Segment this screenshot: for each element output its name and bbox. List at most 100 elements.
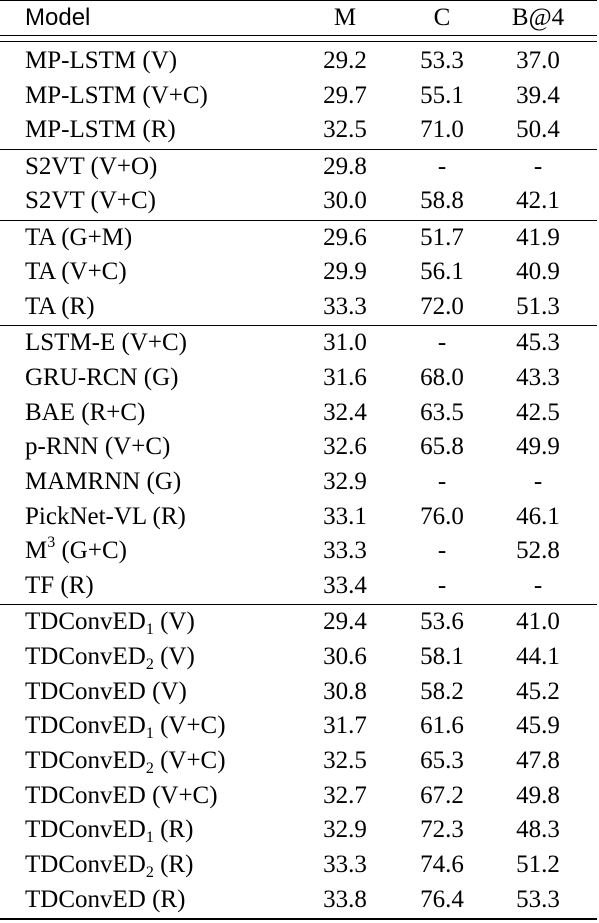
model-name-base: TDConvED [25,747,146,774]
model-name: MP-LSTM (V+C) [25,81,208,109]
cell-b4: 44.1 [516,642,560,670]
cell-m: 29.4 [323,608,367,636]
table-row: MP-LSTM (R) 32.5 71.0 50.4 [0,113,599,147]
cell-b4: 37.0 [516,47,560,74]
table-row: TDConvED1 (V) 29.4 53.6 41.0 [0,605,599,639]
table-rule [0,325,597,327]
table-row: TDConvED2 (V+C) 32.5 65.3 47.8 [0,744,599,778]
cell-b4: 41.0 [516,608,560,636]
model-name: TDConvED (R) [25,885,186,913]
cell-m: 33.3 [323,851,367,879]
cell-b4: 52.8 [516,537,560,565]
table-row: LSTM-E (V+C) 31.0 - 45.3 [0,326,599,360]
model-name-suffix: (V) [153,608,195,636]
table-row: MP-LSTM (V) 29.2 53.3 37.0 [0,44,599,78]
table-rule [0,604,597,606]
model-name-base: TDConvED [25,712,146,740]
model-name-suffix: (R) [153,851,194,879]
model-name: TDConvED1 (R) [25,813,193,847]
header-c: C [433,4,451,31]
cell-m: 29.7 [323,81,367,109]
model-name-subscript: 2 [145,655,154,673]
cell-m: 30.6 [323,642,367,670]
model-name: TDConvED1 (V+C) [25,709,226,743]
table-row: TDConvED (V) 30.8 58.2 45.2 [0,675,599,709]
header-b4: B@4 [511,4,565,31]
cell-b4: 42.1 [516,187,560,215]
cell-m: 29.2 [323,47,367,74]
cell-c: 72.0 [420,292,464,320]
cell-c: 76.4 [420,885,464,913]
cell-m: 32.9 [323,816,367,844]
cell-c: 71.0 [420,116,464,144]
cell-b4: 40.9 [516,258,560,286]
cell-c: 58.1 [420,642,464,670]
cell-c: - [437,329,447,357]
table-row: TF (R) 33.4 - - [0,569,599,603]
cell-b4: 41.9 [516,223,560,251]
cell-c: 55.1 [420,81,464,109]
cell-m: 30.0 [323,187,367,215]
cell-b4: 42.5 [516,398,560,426]
cell-c: - [437,467,447,495]
cell-m: 33.3 [323,537,367,565]
cell-c: 53.3 [420,47,464,74]
cell-c: - [437,152,447,180]
cell-m: 33.1 [323,502,367,530]
cell-m: 29.8 [323,152,367,180]
table-rule [0,148,597,150]
cell-m: 31.0 [323,329,367,357]
cell-b4: 47.8 [516,747,560,774]
cell-b4: 46.1 [516,502,560,530]
table-row: TA (V+C) 29.9 56.1 40.9 [0,255,599,289]
cell-m: 29.9 [323,258,367,286]
model-name: TF (R) [25,572,94,599]
cell-c: 51.7 [420,223,464,251]
model-name: TA (G+M) [25,223,133,251]
cell-m: 32.5 [323,116,367,144]
model-name: TA (V+C) [25,258,127,286]
model-name: MP-LSTM (R) [25,116,176,144]
cell-b4: 43.3 [516,363,560,391]
cell-m: 32.7 [323,781,367,809]
cell-c: 76.0 [420,502,464,530]
cell-c: - [437,572,447,599]
model-name: PickNet-VL (R) [25,502,186,530]
cell-b4: - [533,572,543,599]
cell-m: 32.4 [323,398,367,426]
model-name: TDConvED2 (R) [25,848,193,882]
table-rule [0,35,597,36]
cell-c: 65.8 [420,433,464,461]
model-name-subscript: 2 [145,760,154,777]
table-row: TDConvED2 (V) 30.6 58.1 44.1 [0,640,599,674]
model-name-suffix: (V+C) [153,747,226,774]
cell-b4: 51.3 [516,292,560,320]
model-name: TDConvED2 (V) [25,640,195,674]
table-row: TDConvED1 (V+C) 31.7 61.6 45.9 [0,709,599,743]
cell-c: 56.1 [420,258,464,286]
model-name-base: TDConvED [25,608,146,636]
cell-m: 32.5 [323,747,367,774]
cell-b4: 49.8 [516,781,560,809]
model-name: TDConvED (V) [25,677,187,705]
model-name: M3 (G+C) [25,534,127,568]
table-header: Model M C B@4 [0,1,599,35]
model-name: GRU-RCN (G) [25,363,179,391]
cell-c: 74.6 [420,851,464,879]
cell-c: - [437,537,447,565]
cell-m: 33.4 [323,572,367,599]
model-name: TDConvED1 (V) [25,605,195,639]
model-name-subscript: 1 [145,725,154,743]
cell-c: 53.6 [420,608,464,636]
cell-c: 68.0 [420,363,464,391]
table-row: TDConvED2 (R) 33.3 74.6 51.2 [0,848,599,882]
model-name-suffix: (V) [153,642,195,670]
cell-b4: 51.2 [516,851,560,879]
cell-c: 58.2 [420,677,464,705]
cell-b4: 53.3 [516,885,560,913]
table-rule [0,918,597,920]
cell-c: 61.6 [420,712,464,740]
model-name-subscript: 2 [145,864,154,882]
model-name: TDConvED (V+C) [25,781,218,809]
table-row: PickNet-VL (R) 33.1 76.0 46.1 [0,500,599,534]
